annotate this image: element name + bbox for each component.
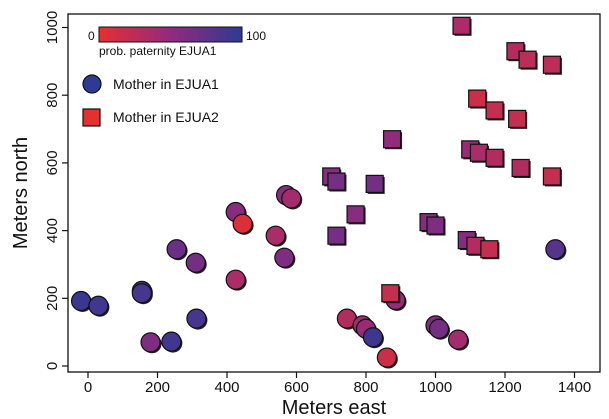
ejua2-point bbox=[365, 174, 384, 193]
ejua1-point bbox=[140, 332, 161, 353]
y-tick-label: 800 bbox=[44, 83, 61, 108]
y-tick-label: 0 bbox=[44, 362, 61, 370]
ejua1-point bbox=[265, 225, 286, 246]
ejua1-point bbox=[232, 213, 253, 234]
ejua2-point bbox=[452, 16, 471, 35]
ejua2-point bbox=[542, 55, 562, 74]
x-tick-label: 1400 bbox=[558, 379, 591, 396]
colorbar-label: prob. paternity EJUA1 bbox=[99, 44, 217, 58]
ejua2-point bbox=[542, 167, 562, 186]
ejua1-point bbox=[376, 347, 397, 368]
ejua1-point bbox=[185, 252, 206, 273]
x-tick-label: 0 bbox=[84, 379, 92, 396]
ejua1-point bbox=[447, 329, 469, 350]
x-axis-ticks: 0 200 400 600 800 1000 1200 1400 bbox=[84, 372, 591, 396]
ejua2-point bbox=[480, 240, 499, 259]
ejua2-point bbox=[485, 101, 504, 120]
legend-circle-marker bbox=[82, 74, 102, 94]
x-tick-label: 1200 bbox=[488, 379, 521, 396]
ejua2-point bbox=[327, 226, 346, 245]
ejua1-point bbox=[70, 290, 92, 312]
data-points bbox=[70, 16, 567, 369]
legend-label-ejua2: Mother in EJUA2 bbox=[113, 109, 219, 125]
ejua2-point bbox=[511, 158, 530, 178]
ejua1-point bbox=[131, 283, 152, 304]
ejua2-point bbox=[469, 143, 489, 162]
ejua1-point bbox=[362, 327, 384, 348]
ejua2-point bbox=[518, 50, 537, 69]
ejua1-point bbox=[274, 247, 295, 268]
ejua2-point bbox=[382, 130, 402, 149]
legend-square-marker bbox=[82, 108, 101, 127]
ejua2-point bbox=[346, 205, 365, 224]
y-tick-label: 400 bbox=[44, 218, 61, 243]
x-axis-title: Meters east bbox=[282, 397, 387, 419]
x-tick-label: 1000 bbox=[419, 379, 452, 396]
x-tick-label: 600 bbox=[284, 379, 309, 396]
legend-label-ejua1: Mother in EJUA1 bbox=[113, 76, 219, 92]
y-tick-label: 600 bbox=[44, 150, 61, 175]
x-tick-label: 400 bbox=[214, 379, 239, 396]
ejua2-point bbox=[426, 216, 445, 235]
ejua1-point bbox=[88, 295, 109, 316]
ejua1-point bbox=[545, 239, 566, 260]
ejua2-point bbox=[508, 109, 527, 128]
colorbar-max-label: 100 bbox=[246, 29, 266, 43]
ejua1-point bbox=[281, 188, 302, 209]
ejua1-point bbox=[428, 318, 450, 339]
colorbar-gradient bbox=[98, 26, 243, 43]
ejua1-point bbox=[166, 239, 187, 260]
ejua2-point bbox=[468, 89, 487, 108]
y-axis-ticks: 0 200 400 600 800 1000 bbox=[44, 11, 68, 370]
legend: Mother in EJUA1 Mother in EJUA2 bbox=[82, 74, 219, 127]
colorbar: 0 100 prob. paternity EJUA1 bbox=[88, 26, 266, 58]
ejua2-point bbox=[327, 172, 346, 191]
ejua1-point bbox=[186, 308, 207, 329]
ejua2-point bbox=[381, 284, 400, 303]
plot-frame bbox=[67, 13, 601, 373]
colorbar-min-label: 0 bbox=[88, 29, 95, 43]
x-tick-label: 200 bbox=[145, 379, 170, 396]
ejua1-point bbox=[161, 331, 182, 352]
y-tick-label: 200 bbox=[44, 286, 61, 311]
ejua2-point bbox=[485, 148, 504, 167]
y-axis-title: Meters north bbox=[10, 137, 32, 249]
y-tick-label: 1000 bbox=[44, 11, 61, 44]
x-tick-label: 800 bbox=[353, 379, 378, 396]
ejua1-point bbox=[225, 269, 246, 290]
